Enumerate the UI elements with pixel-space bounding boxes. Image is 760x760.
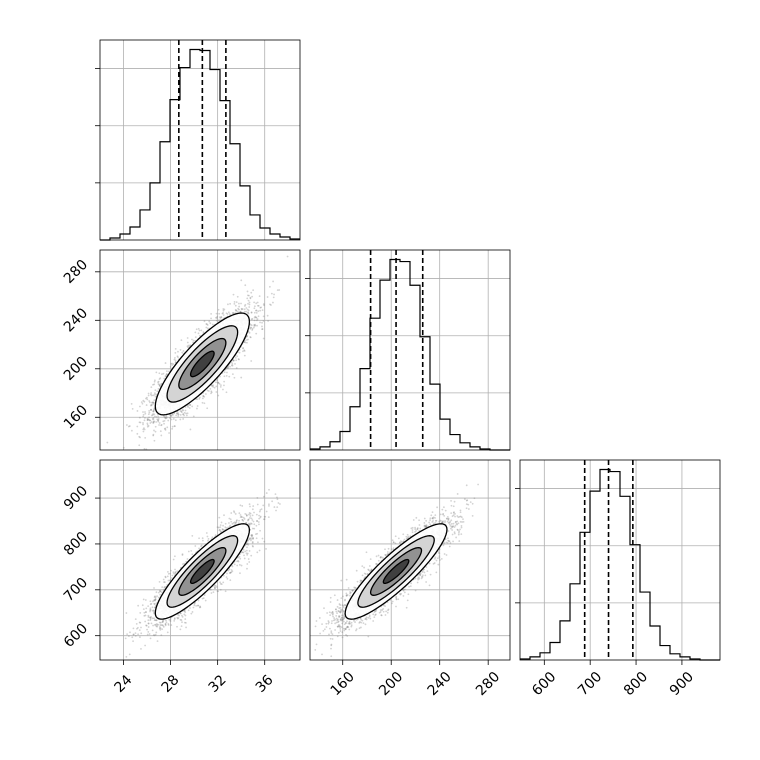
y-tick-label-p2-0: 600 bbox=[61, 621, 91, 651]
histogram-step-line bbox=[310, 258, 510, 451]
contour-level-3 bbox=[189, 350, 215, 378]
panel-frame bbox=[309, 459, 511, 661]
x-tick-label-p2-0: 600 bbox=[529, 669, 559, 699]
y-tick-label-p1-0: 160 bbox=[61, 402, 91, 432]
histogram-panel-1 bbox=[305, 249, 511, 451]
x-tick-label-p2-2: 800 bbox=[621, 669, 651, 699]
density-contours bbox=[154, 312, 251, 416]
y-tick-label-p2-2: 800 bbox=[61, 529, 91, 559]
y-tick-label-p2-3: 900 bbox=[61, 483, 91, 513]
x-tick-label-p0-3: 36 bbox=[253, 672, 277, 696]
x-tick-label-p2-3: 900 bbox=[667, 669, 697, 699]
panel-frame bbox=[309, 249, 511, 451]
density-contours bbox=[344, 523, 448, 620]
y-tick-label-p1-2: 240 bbox=[61, 305, 91, 335]
scatter-panel-0: 160 200 240 280 bbox=[61, 249, 301, 451]
density-contours bbox=[154, 523, 251, 620]
panel-background bbox=[100, 40, 300, 240]
histogram-step-line bbox=[100, 48, 300, 241]
panel-frame bbox=[99, 459, 301, 661]
contour-level-3 bbox=[382, 558, 410, 585]
panel-frame bbox=[99, 249, 301, 451]
y-tick-label-p2-1: 700 bbox=[61, 575, 91, 605]
x-tick-label-p1-2: 240 bbox=[425, 669, 455, 699]
x-tick-label-p1-0: 160 bbox=[328, 669, 358, 699]
scatter-panel-2: 160 200 240 280 bbox=[309, 459, 511, 699]
x-tick-label-p2-1: 700 bbox=[575, 669, 605, 699]
scatter-panel-1: 24 28 32 36 600 700 800 900 bbox=[61, 459, 301, 696]
y-tick-label-p1-1: 200 bbox=[61, 354, 91, 384]
histogram-step-line bbox=[520, 468, 720, 661]
contour-level-3 bbox=[189, 558, 215, 585]
x-tick-label-p0-2: 32 bbox=[206, 672, 230, 696]
x-tick-label-p0-1: 28 bbox=[159, 672, 183, 696]
x-tick-label-p0-0: 24 bbox=[112, 672, 136, 696]
y-tick-label-p1-3: 280 bbox=[61, 257, 91, 287]
histogram-panel-2: 600 700 800 900 bbox=[515, 459, 721, 699]
x-tick-label-p1-3: 280 bbox=[473, 669, 503, 699]
x-tick-label-p1-1: 200 bbox=[376, 669, 406, 699]
panel-frame bbox=[519, 459, 721, 661]
histogram-panel-0 bbox=[95, 39, 301, 241]
panel-frame bbox=[99, 39, 301, 241]
